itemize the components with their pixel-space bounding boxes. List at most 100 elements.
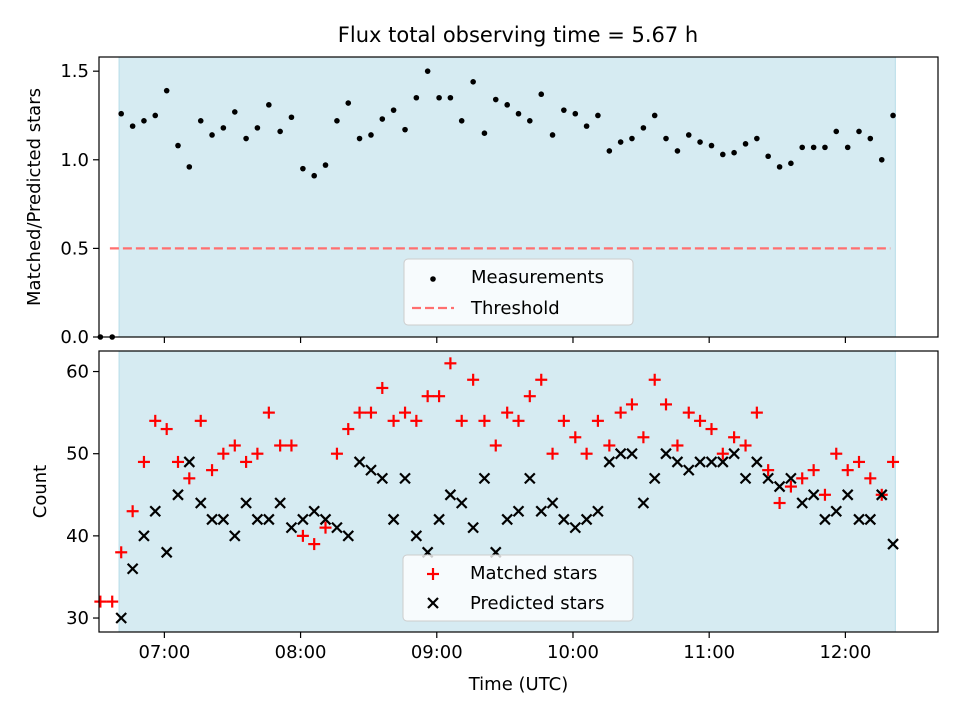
predicted-star-point: [524, 472, 536, 485]
measurement-point: [152, 112, 159, 119]
predicted-star-point: [206, 513, 218, 526]
matched-star-point: [262, 406, 275, 419]
matched-star-point: [342, 423, 355, 436]
measurement-point: [833, 128, 840, 135]
predicted-star-point: [512, 505, 525, 517]
legend-label-matched: Matched stars: [470, 563, 597, 584]
matched-star-point: [773, 497, 786, 510]
predicted-star-point: [762, 472, 774, 485]
matched-star-point: [739, 439, 752, 452]
predicted-star-point: [773, 480, 786, 493]
matched-star-point: [194, 414, 207, 427]
matched-star-point: [319, 521, 332, 534]
x-tick-label: 11:00: [683, 642, 735, 663]
predicted-star-point: [399, 472, 411, 485]
matched-star-point: [421, 390, 434, 403]
matched-star-point: [728, 431, 741, 444]
x-tick-label: 07:00: [138, 642, 190, 663]
bottom-axes-frame: [98, 350, 939, 633]
matched-star-point: [750, 406, 763, 419]
measurement-point: [447, 94, 454, 101]
measurement-point: [617, 139, 624, 145]
matched-star-point: [716, 447, 729, 460]
predicted-star-point: [172, 489, 184, 501]
measurement-point: [413, 94, 420, 101]
y-tick-label: 0.0: [60, 327, 89, 348]
predicted-star-point: [251, 513, 264, 526]
predicted-star-point: [285, 521, 298, 534]
predicted-star-point: [194, 497, 207, 509]
chart-title: Flux total observing time = 5.67 h: [338, 23, 698, 47]
matched-star-point: [171, 455, 184, 468]
predicted-star-point: [433, 513, 445, 526]
matched-star-point: [648, 373, 661, 386]
predicted-star-point: [558, 513, 570, 526]
matched-star-point: [660, 398, 673, 411]
predicted-star-point: [240, 497, 252, 509]
measurement-point: [243, 135, 249, 142]
matched-star-point: [387, 414, 400, 427]
measurement-point: [788, 160, 794, 167]
matched-star-point: [478, 414, 491, 427]
matched-star-point: [682, 406, 695, 419]
measurement-point: [685, 132, 692, 138]
matched-star-point: [671, 439, 684, 452]
measurement-point: [754, 135, 760, 142]
bottom-y-axis-label: Count: [30, 465, 51, 518]
predicted-star-point: [841, 489, 854, 501]
matched-star-point: [149, 414, 162, 427]
measurement-point: [345, 100, 352, 106]
predicted-star-point: [387, 513, 400, 526]
predicted-star-point: [535, 505, 548, 517]
measurement-point: [720, 151, 726, 158]
top-legend-box: [403, 258, 634, 326]
bottom-y-ticks: 30 40 50 60: [66, 362, 99, 629]
matched-star-point: [455, 414, 468, 427]
matched-star-point: [580, 447, 593, 460]
measurement-point: [390, 107, 397, 113]
measurement-point: [402, 126, 408, 133]
bottom-x-ticks: 07:00 08:00 09:00 10:00 11:00 12:00: [138, 632, 871, 663]
measurement-point: [878, 156, 885, 163]
matched-star-point: [784, 480, 797, 493]
measurement-point: [470, 79, 476, 85]
legend-marker-predicted: [427, 597, 439, 609]
measurement-point: [799, 144, 806, 151]
matched-star-point: [308, 538, 321, 551]
matched-star-point: [489, 439, 502, 452]
measurement-point: [765, 153, 771, 160]
predicted-star-point: [308, 505, 320, 517]
measurement-point: [209, 132, 215, 138]
measurement-point: [561, 107, 567, 113]
matched-star-point: [512, 414, 525, 427]
y-tick-label: 40: [66, 526, 89, 547]
measurement-point: [856, 128, 862, 135]
measurement-point: [595, 112, 601, 119]
matched-star-point: [853, 455, 866, 468]
matched-star-point: [591, 414, 604, 427]
matched-star-point: [251, 447, 264, 460]
predicted-star-point: [751, 456, 763, 468]
predicted-star-point: [467, 521, 479, 534]
matched-star-point: [376, 381, 389, 394]
measurement-point: [322, 162, 329, 168]
y-tick-label: 50: [66, 444, 89, 465]
matched-star-point: [762, 464, 775, 477]
measurement-point: [266, 102, 272, 108]
predicted-star-point: [138, 530, 150, 542]
predicted-star-point: [478, 472, 491, 485]
measurement-point: [867, 135, 874, 142]
predicted-star-point: [682, 464, 695, 476]
matched-star-point: [364, 406, 377, 419]
matched-star-point: [864, 472, 877, 485]
matched-star-point: [705, 423, 718, 436]
predicted-star-point: [183, 456, 196, 468]
matched-star-point: [557, 414, 570, 427]
y-tick-label: 1.0: [60, 150, 89, 171]
predicted-star-point: [160, 546, 173, 559]
matched-star-point: [274, 439, 287, 452]
legend-x-marker: [427, 597, 439, 609]
predicted-star-point: [875, 489, 888, 501]
predicted-star-point: [365, 464, 377, 476]
matched-star-point: [330, 447, 343, 460]
